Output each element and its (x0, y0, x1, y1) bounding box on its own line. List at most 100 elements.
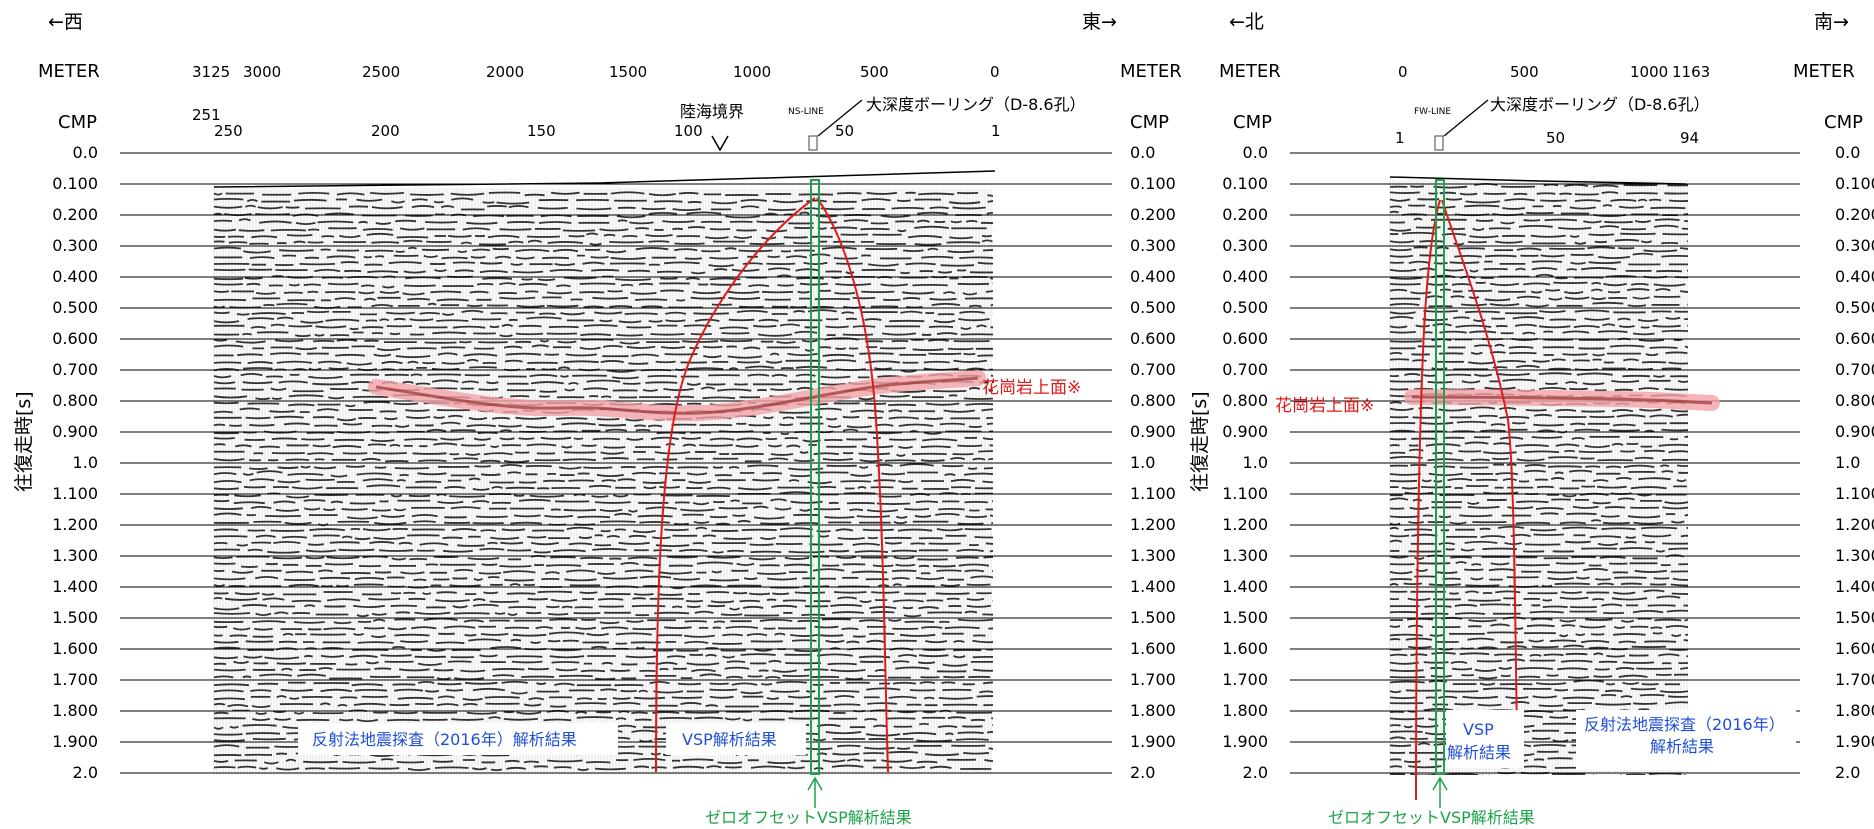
time-tick-label: 0.800 (52, 391, 98, 410)
time-tick-label: 1.100 (1835, 484, 1874, 503)
surface-line (213, 170, 996, 188)
time-tick-label: 1.100 (52, 484, 98, 503)
time-tick-label: 0.0 (1243, 143, 1268, 162)
right-seismic-section (1389, 180, 1688, 775)
meter-label: METER (38, 61, 100, 82)
time-tick-label: 1.200 (1222, 515, 1268, 534)
right-panel: 0.0 0.100 0.200 0.300 0.400 0.500 0.600 0.700 0.… (1189, 11, 1874, 827)
time-tick-label: 1.700 (1130, 670, 1176, 689)
time-tick-label: 2.0 (1130, 763, 1155, 782)
y-axis-label: 往復走時[s] (13, 391, 35, 492)
time-tick-label: 1.700 (1835, 670, 1874, 689)
time-tick-label: 0.200 (52, 205, 98, 224)
reflection-events (213, 191, 993, 772)
time-tick-label: 1.0 (1130, 453, 1155, 472)
time-tick-label: 2.0 (1835, 763, 1860, 782)
reflection-label-box (1576, 710, 1796, 770)
zero-offset-arrowhead (1432, 776, 1448, 791)
reflection-result-label: 反射法地震探査（2016年） (1584, 715, 1785, 734)
meter-tick: 3125 (192, 63, 230, 81)
time-tick-label: 1.400 (1130, 577, 1176, 596)
time-tick-label: 1.600 (52, 639, 98, 658)
time-tick-label: 0.500 (1130, 298, 1176, 317)
zero-offset-label: ゼロオフセットVSP解析結果 (1328, 808, 1535, 827)
time-tick-label: 0.300 (1222, 236, 1268, 255)
meter-tick: 0 (1398, 63, 1408, 81)
cmp-label: CMP (58, 112, 97, 133)
time-tick-label: 1.500 (1130, 608, 1176, 627)
borehole-label: 大深度ボーリング（D-8.6孔） (1490, 95, 1710, 114)
right-time-ticks-right: 0.0 0.100 0.200 0.300 0.400 0.500 0.600 0.700 0.… (1835, 143, 1874, 782)
time-tick-label: 0.600 (52, 329, 98, 348)
time-tick-label: 1.300 (1130, 546, 1176, 565)
cmp-tick: 200 (371, 122, 400, 140)
time-tick-label: 1.0 (73, 453, 98, 472)
time-tick-label: 0.500 (1222, 298, 1268, 317)
time-tick-label: 1.700 (52, 670, 98, 689)
reflection-label-box (298, 723, 618, 755)
zero-offset-arrowhead (807, 776, 823, 791)
vsp-result-label: 解析結果 (1447, 743, 1511, 762)
time-tick-label: 0.0 (73, 143, 98, 162)
cmp-label-right: CMP (1130, 112, 1169, 133)
left-time-ticks: 0.0 0.100 0.200 0.300 0.400 0.500 0.600 0.700 0.… (52, 143, 98, 782)
meter-tick: 1000 (733, 63, 771, 81)
time-tick-label: 0.0 (1835, 143, 1860, 162)
meter-tick: 0 (990, 63, 1000, 81)
time-tick-label: 0.400 (1222, 267, 1268, 286)
time-tick-label: 1.700 (1222, 670, 1268, 689)
south-label: 南→ (1814, 11, 1849, 33)
time-tick-label: 0.700 (1130, 360, 1176, 379)
zero-offset-band (1435, 179, 1445, 775)
time-tick-label: 1.900 (1222, 732, 1268, 751)
time-tick-label: 0.300 (52, 236, 98, 255)
left-time-ticks-right: 0.0 0.100 0.200 0.300 0.400 0.500 0.600 0.700 0.… (1130, 143, 1176, 782)
time-tick-label: 1.900 (52, 732, 98, 751)
time-tick-label: 1.200 (1130, 515, 1176, 534)
vsp-label-box (1446, 710, 1524, 768)
right-time-ticks: 0.0 0.100 0.200 0.300 0.400 0.500 0.600 0.700 0.… (1222, 143, 1268, 782)
y-axis-label: 往復走時[s] (1189, 391, 1211, 492)
time-tick-label: 0.700 (1222, 360, 1268, 379)
time-tick-label: 1.600 (1835, 639, 1874, 658)
time-tick-label: 0.600 (1130, 329, 1176, 348)
time-tick-label: 0.200 (1835, 205, 1874, 224)
granite-surface-label: 花崗岩上面※ (982, 378, 1081, 398)
meter-label-right: METER (1793, 61, 1855, 82)
time-tick-label: 0.400 (52, 267, 98, 286)
time-tick-label: 0.800 (1835, 391, 1874, 410)
meter-label-right: METER (1120, 61, 1182, 82)
time-tick-label: 1.0 (1835, 453, 1860, 472)
time-tick-label: 1.600 (1222, 639, 1268, 658)
west-label: ←西 (48, 11, 83, 33)
boundary-arrow (711, 135, 729, 152)
cmp-tick: 251 (192, 106, 221, 124)
east-label: 東→ (1082, 11, 1117, 33)
time-tick-label: 1.500 (52, 608, 98, 627)
time-tick-label: 0.200 (1222, 205, 1268, 224)
meter-label: METER (1219, 61, 1281, 82)
time-tick-label: 0.0 (1130, 143, 1155, 162)
time-tick-label: 0.700 (52, 360, 98, 379)
time-tick-label: 1.800 (52, 701, 98, 720)
zero-offset-label: ゼロオフセットVSP解析結果 (705, 808, 912, 827)
meter-tick: 1500 (609, 63, 647, 81)
left-time-grid (120, 152, 1112, 774)
time-tick-label: 1.500 (1222, 608, 1268, 627)
time-tick-label: 1.100 (1222, 484, 1268, 503)
time-tick-label: 1.800 (1222, 701, 1268, 720)
cmp-tick: 100 (674, 122, 703, 140)
cmp-tick: 150 (527, 122, 556, 140)
borehole-marker (808, 135, 818, 151)
granite-surface-label: 花崗岩上面※ (1275, 396, 1374, 416)
time-tick-label: 1.600 (1130, 639, 1176, 658)
time-tick-label: 1.200 (1835, 515, 1874, 534)
meter-tick: 500 (860, 63, 889, 81)
vsp-curve-east (816, 197, 889, 773)
time-tick-label: 2.0 (73, 763, 98, 782)
borehole-label: 大深度ボーリング（D-8.6孔） (866, 95, 1086, 114)
time-tick-label: 0.900 (1835, 422, 1874, 441)
meter-tick: 1163 (1672, 63, 1710, 81)
vsp-label-box (666, 723, 806, 755)
time-tick-label: 0.900 (1222, 422, 1268, 441)
